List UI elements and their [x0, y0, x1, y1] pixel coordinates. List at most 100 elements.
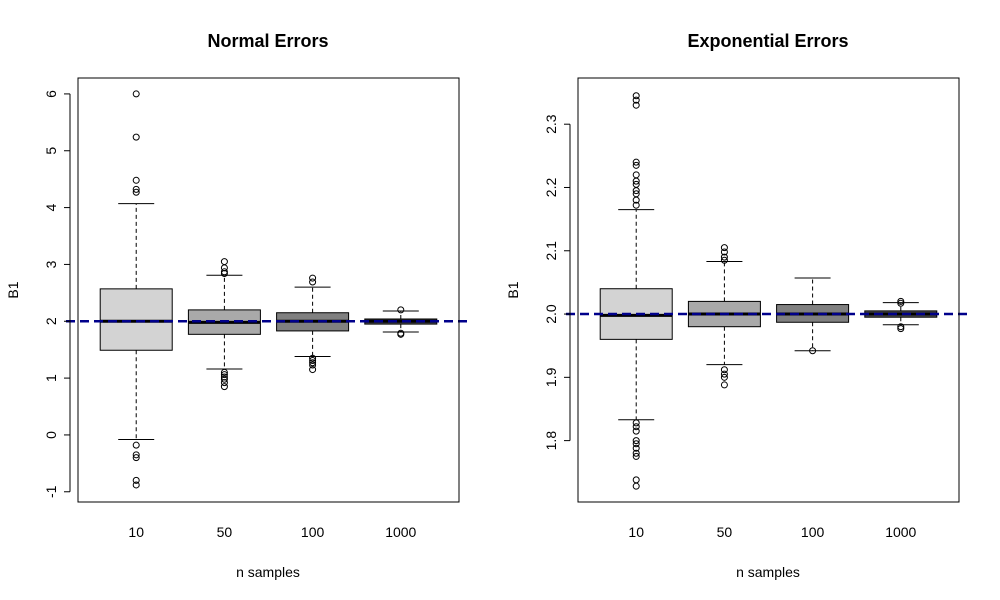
outlier-point	[220, 368, 228, 376]
outlier-point	[632, 449, 640, 457]
outlier-point	[632, 187, 640, 195]
outlier-point	[132, 441, 140, 449]
outlier-point	[132, 451, 140, 459]
outlier-point	[897, 323, 905, 331]
box-group-50	[687, 244, 761, 389]
outlier-point	[632, 101, 640, 109]
outlier-point	[720, 253, 728, 261]
outlier-point	[132, 185, 140, 193]
outlier-point	[309, 274, 317, 282]
outlier-point	[897, 325, 905, 333]
outlier-point	[309, 359, 317, 367]
y-tick-label: 1	[43, 374, 59, 382]
outlier-point	[132, 176, 140, 184]
outlier-point	[632, 427, 640, 435]
outlier-point	[720, 381, 728, 389]
outlier-point	[897, 297, 905, 305]
outlier-point	[220, 270, 228, 278]
x-axis-label: n samples	[736, 564, 800, 580]
outlier-point	[720, 370, 728, 378]
y-tick-label: 2.1	[543, 241, 559, 261]
y-tick-label: 2.2	[543, 178, 559, 198]
outlier-point	[720, 373, 728, 381]
y-tick-label: 1.8	[543, 431, 559, 451]
outlier-point	[632, 423, 640, 431]
box-group-10	[599, 92, 673, 490]
outlier-point	[897, 299, 905, 307]
outlier-point	[632, 440, 640, 448]
y-axis-label: B1	[5, 281, 21, 298]
x-tick-label: 1000	[385, 524, 416, 540]
outlier-point	[132, 454, 140, 462]
outlier-point	[632, 437, 640, 445]
box-group-50	[187, 258, 261, 391]
panel-exponential-errors: Exponential Errors n samples B1 1.8 1.9 …	[505, 31, 971, 580]
outlier-point	[220, 379, 228, 387]
outlier-point	[309, 361, 317, 369]
x-tick-label: 50	[217, 524, 233, 540]
x-tick-label: 10	[128, 524, 144, 540]
x-tick-label: 50	[717, 524, 733, 540]
y-tick-label: 2.3	[543, 114, 559, 134]
outlier-point	[720, 256, 728, 264]
x-tick-label: 100	[301, 524, 325, 540]
outlier-point	[632, 419, 640, 427]
outlier-point	[720, 248, 728, 256]
outlier-point	[220, 258, 228, 266]
y-tick-labels: -1 0 1 2 3 4 5 6	[43, 90, 59, 498]
x-axis-label: n samples	[236, 564, 300, 580]
outlier-point	[309, 366, 317, 374]
y-tick-label: 1.9	[543, 367, 559, 387]
outlier-point	[632, 452, 640, 460]
plot-area	[564, 77, 971, 503]
y-tick-label: 3	[43, 260, 59, 268]
outlier-point	[132, 90, 140, 98]
outlier-point	[397, 306, 405, 314]
y-tick-label: 6	[43, 90, 59, 98]
box-group-100	[776, 277, 850, 355]
x-tick-labels: 10 50 100 1000	[128, 524, 416, 540]
outlier-point	[632, 476, 640, 484]
outlier-point	[720, 244, 728, 252]
outlier-point	[309, 354, 317, 362]
plot-frame	[577, 77, 960, 503]
outlier-point	[632, 482, 640, 490]
y-tick-labels: 1.8 1.9 2.0 2.1 2.2 2.3	[543, 114, 559, 450]
plot-area	[64, 77, 471, 503]
outlier-point	[632, 177, 640, 185]
y-tick-label: 4	[43, 203, 59, 211]
outlier-point	[632, 444, 640, 452]
plot-frame	[77, 77, 460, 503]
outlier-point	[809, 347, 817, 355]
outlier-point	[720, 366, 728, 374]
panel-normal-errors: Normal Errors n samples B1 -1 0 1 2 3 4 …	[5, 31, 471, 580]
y-tick-label: 2.0	[543, 304, 559, 324]
chart-title: Normal Errors	[207, 31, 328, 51]
y-tick-label: 2	[43, 317, 59, 325]
outlier-point	[632, 201, 640, 209]
box	[99, 288, 173, 351]
chart-title: Exponential Errors	[687, 31, 848, 51]
x-tick-label: 100	[801, 524, 825, 540]
outlier-point	[632, 158, 640, 166]
outlier-point	[132, 481, 140, 489]
outlier-point	[632, 92, 640, 100]
outlier-point	[220, 383, 228, 391]
outlier-point	[309, 356, 317, 364]
x-tick-label: 10	[628, 524, 644, 540]
outlier-point	[632, 196, 640, 204]
outlier-point	[220, 371, 228, 379]
outlier-point	[132, 476, 140, 484]
outlier-point	[309, 278, 317, 286]
y-tick-label: 5	[43, 147, 59, 155]
outlier-point	[632, 161, 640, 169]
y-axis-label: B1	[505, 281, 521, 298]
outlier-point	[632, 96, 640, 104]
outlier-point	[132, 188, 140, 196]
outlier-point	[397, 330, 405, 338]
outlier-point	[132, 133, 140, 141]
x-tick-label: 1000	[885, 524, 916, 540]
y-tick-label: -1	[43, 485, 59, 498]
outlier-point	[220, 375, 228, 383]
